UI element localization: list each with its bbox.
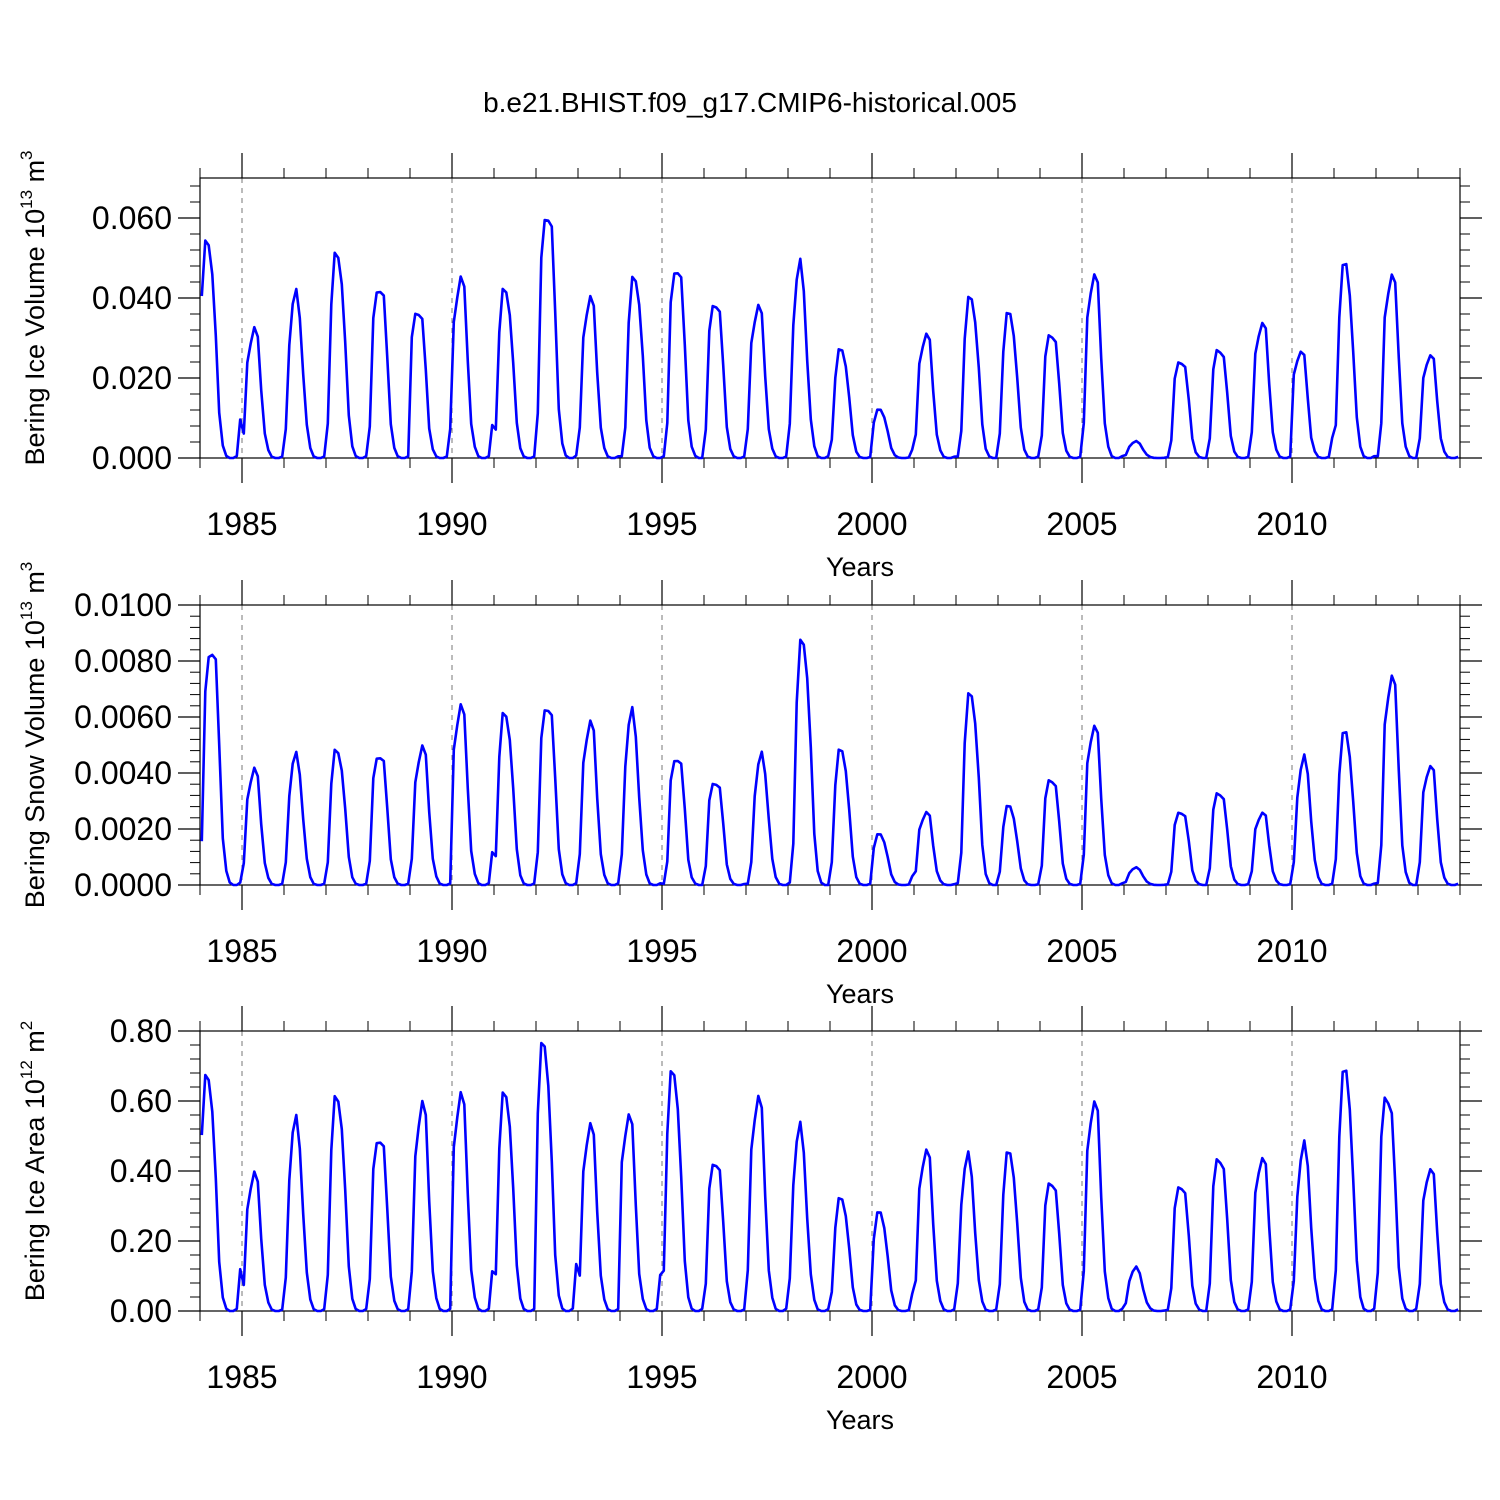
y-axis-title: Bering Ice Volume 1013 m3 bbox=[17, 150, 50, 465]
y-tick-label: 0.040 bbox=[92, 280, 172, 316]
y-tick-label: 0.0000 bbox=[74, 867, 172, 903]
series-line-ice-volume bbox=[200, 218, 1459, 460]
y-axis-title-exp: 13 bbox=[17, 601, 36, 620]
y-tick-label: 0.0040 bbox=[74, 755, 172, 791]
y-axis-title-text: Bering Snow Volume 10 bbox=[20, 620, 50, 908]
x-tick-label: 1985 bbox=[206, 933, 277, 969]
panel-ice-volume: 0.000 0.020 0.040 0.060 1985 1990 1995 2000 2005… bbox=[17, 150, 1482, 582]
y-axis-title-unit-exp: 3 bbox=[17, 562, 36, 571]
panel-snow-volume: 0.0000 0.0020 0.0040 0.0060 0.0080 0.0100 1985… bbox=[17, 562, 1482, 1009]
y-axis-title-unit: m bbox=[20, 571, 50, 601]
y-axis-title-exp: 13 bbox=[17, 190, 36, 209]
x-tick-label: 1995 bbox=[626, 933, 697, 969]
y-axis-title-unit-exp: 3 bbox=[17, 150, 36, 159]
panel-ice-area: 0.00 0.20 0.40 0.60 0.80 1985 1990 1995 2000 2005… bbox=[17, 1006, 1482, 1435]
figure-title: b.e21.BHIST.f09_g17.CMIP6-historical.005 bbox=[483, 87, 1017, 118]
y-axis-title-exp: 12 bbox=[17, 1060, 36, 1079]
x-tick-label: 2005 bbox=[1046, 933, 1117, 969]
x-tick-label: 2000 bbox=[836, 1359, 907, 1395]
y-tick-label: 0.0080 bbox=[74, 643, 172, 679]
y-axis-title-unit-exp: 2 bbox=[17, 1021, 36, 1030]
y-axis-title: Bering Snow Volume 1013 m3 bbox=[17, 562, 50, 909]
x-tick-label: 1990 bbox=[416, 1359, 487, 1395]
y-tick-label: 0.0020 bbox=[74, 811, 172, 847]
x-tick-label: 1995 bbox=[626, 1359, 697, 1395]
x-tick-label: 2000 bbox=[836, 933, 907, 969]
x-axis-title: Years bbox=[826, 979, 894, 1009]
y-axis-title-text: Bering Ice Volume 10 bbox=[20, 209, 50, 466]
x-tick-label: 1995 bbox=[626, 506, 697, 542]
x-axis-title: Years bbox=[826, 552, 894, 582]
y-tick-label: 0.80 bbox=[110, 1013, 172, 1049]
y-tick-label: 0.060 bbox=[92, 200, 172, 236]
x-tick-label: 2005 bbox=[1046, 1359, 1117, 1395]
y-axis-title-text: Bering Ice Area 10 bbox=[20, 1079, 50, 1301]
x-tick-label: 2010 bbox=[1256, 933, 1327, 969]
x-tick-label: 1985 bbox=[206, 506, 277, 542]
y-tick-label: 0.0060 bbox=[74, 699, 172, 735]
y-tick-label: 0.00 bbox=[110, 1293, 172, 1329]
series-line-ice-area bbox=[200, 1041, 1459, 1313]
x-tick-label: 2010 bbox=[1256, 1359, 1327, 1395]
panels: 0.000 0.020 0.040 0.060 1985 1990 1995 2000 2005… bbox=[17, 150, 1482, 1435]
x-tick-label: 1990 bbox=[416, 933, 487, 969]
y-tick-label: 0.40 bbox=[110, 1153, 172, 1189]
series-line-snow-volume bbox=[200, 638, 1459, 887]
y-axis-title-unit: m bbox=[20, 160, 50, 190]
y-axis-title: Bering Ice Area 1012 m2 bbox=[17, 1021, 50, 1302]
y-tick-label: 0.000 bbox=[92, 440, 172, 476]
x-tick-label: 2000 bbox=[836, 506, 907, 542]
y-tick-label: 0.60 bbox=[110, 1083, 172, 1119]
x-tick-label: 1985 bbox=[206, 1359, 277, 1395]
x-axis-title: Years bbox=[826, 1405, 894, 1435]
x-tick-label: 1990 bbox=[416, 506, 487, 542]
x-tick-label: 2005 bbox=[1046, 506, 1117, 542]
x-tick-label: 2010 bbox=[1256, 506, 1327, 542]
y-tick-label: 0.0100 bbox=[74, 587, 172, 623]
y-axis-title-unit: m bbox=[20, 1030, 50, 1060]
y-tick-label: 0.020 bbox=[92, 360, 172, 396]
y-tick-label: 0.20 bbox=[110, 1223, 172, 1259]
